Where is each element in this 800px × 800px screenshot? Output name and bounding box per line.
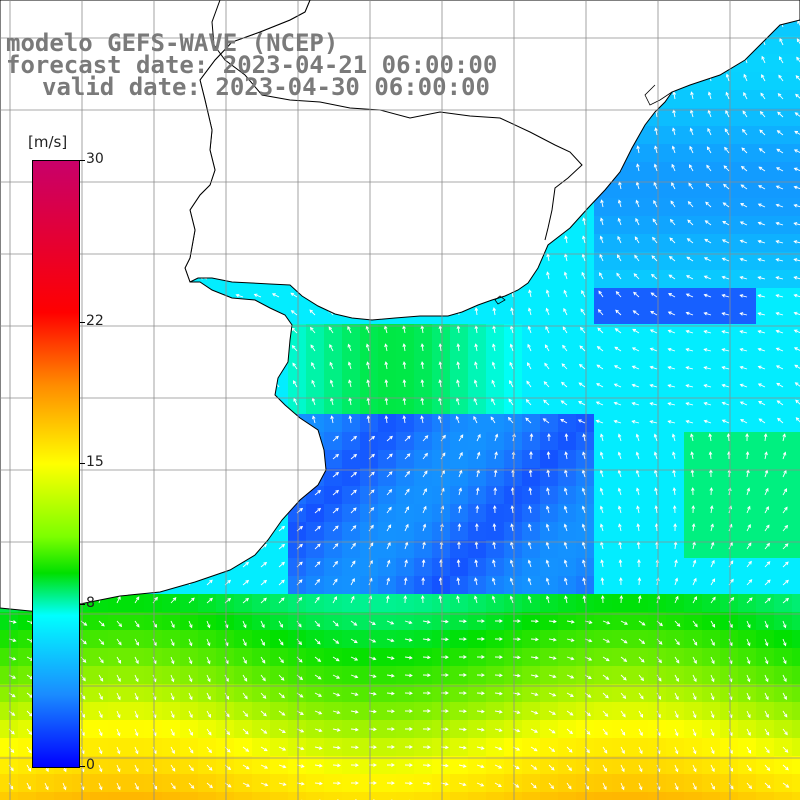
wind-speed-cell [792,774,800,792]
wind-speed-cell [792,90,800,108]
wind-speed-cell [792,486,800,504]
wind-speed-cell [162,792,180,800]
wind-speed-cell [450,792,468,800]
wind-speed-cell [792,360,800,378]
wind-speed-cell [288,792,306,800]
wind-speed-cell [108,792,126,800]
wind-speed-cell [792,576,800,594]
wind-speed-cell [792,558,800,576]
wind-speed-cell [792,450,800,468]
wind-speed-cell [738,792,756,800]
wind-arrow [779,38,784,46]
wind-arrow [761,56,766,64]
wind-speed-cell [306,792,324,800]
wind-speed-cell [378,792,396,800]
wind-speed-cell [54,792,72,800]
wind-speed-cell [792,36,800,54]
wind-speed-cell [684,792,702,800]
wind-speed-cell [792,144,800,162]
wind-speed-cell [432,792,450,800]
wind-speed-cell [198,792,216,800]
wind-speed-cell [756,792,774,800]
wind-speed-cell [18,792,36,800]
wind-arrow-head [779,37,783,42]
wind-speed-cell [792,684,800,702]
wind-speed-cell [792,72,800,90]
wind-speed-cell [576,792,594,800]
wind-speed-cell [0,792,18,800]
wind-speed-cell [252,792,270,800]
wind-speed-cell [792,108,800,126]
wind-speed-cell [468,792,486,800]
wind-speed-cell [792,720,800,738]
wind-arrow-head [796,56,800,61]
wind-speed-cell [486,792,504,800]
wind-speed-cell [396,792,414,800]
wind-speed-cell [720,792,738,800]
wind-speed-cell [792,522,800,540]
wind-speed-cell [792,612,800,630]
wind-arrow [796,57,800,63]
wind-speed-cell [180,792,198,800]
wind-speed-cell [648,792,666,800]
wind-speed-cell [630,792,648,800]
wind-speed-cell [792,630,800,648]
wind-speed-cell [522,792,540,800]
wind-speed-cell [558,792,576,800]
wind-speed-cell [792,540,800,558]
wind-arrow [796,38,800,45]
wind-arrow [797,20,800,27]
wind-speed-cell [594,792,612,800]
wind-speed-cell [72,792,90,800]
wind-speed-cell [792,756,800,774]
wind-arrow-head [796,38,800,43]
wind-speed-cell [540,792,558,800]
wind-speed-cell [792,18,800,36]
wind-speed-cell [36,792,54,800]
wind-arrow-head [761,55,765,60]
wind-speed-cell [792,504,800,522]
wind-speed-cell [792,738,800,756]
wind-speed-cell [774,792,792,800]
wind-speed-cell [216,792,234,800]
wind-speed-cell [342,792,360,800]
wind-speed-cell [792,666,800,684]
wind-speed-cell [792,468,800,486]
wind-speed-cell [792,702,800,720]
wind-arrow [779,56,784,64]
wind-speed-cell [90,792,108,800]
wind-speed-cell [792,792,800,800]
wind-speed-cell [324,792,342,800]
wind-speed-cell [126,792,144,800]
wind-speed-cell [792,396,800,414]
wind-speed-cell [792,648,800,666]
wind-speed-cell [612,792,630,800]
wind-speed-cell [702,792,720,800]
wind-speed-cell [792,378,800,396]
wind-speed-cell [792,342,800,360]
wind-speed-cell [270,792,288,800]
wind-speed-cell [792,432,800,450]
wind-speed-cell [144,792,162,800]
wind-speed-cell [792,162,800,180]
wind-speed-cell [666,792,684,800]
wind-speed-cell [504,792,522,800]
wind-speed-cell [792,54,800,72]
wind-speed-cell [792,324,800,342]
wind-speed-cell [234,792,252,800]
wind-speed-cell [792,594,800,612]
wind-speed-cell [792,126,800,144]
wind-speed-cell [360,792,378,800]
wind-speed-cell [792,414,800,432]
wind-speed-cell [414,792,432,800]
wind-arrow-head [778,56,783,60]
